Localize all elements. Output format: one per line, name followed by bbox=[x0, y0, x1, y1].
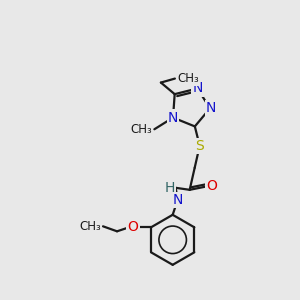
Text: O: O bbox=[206, 179, 217, 193]
Text: O: O bbox=[128, 220, 139, 234]
Text: N: N bbox=[168, 111, 178, 124]
Text: S: S bbox=[195, 139, 204, 153]
Text: N: N bbox=[206, 101, 216, 116]
Text: CH₃: CH₃ bbox=[177, 72, 199, 85]
Text: H: H bbox=[164, 181, 175, 195]
Text: N: N bbox=[192, 82, 203, 95]
Text: CH₃: CH₃ bbox=[130, 123, 152, 136]
Text: N: N bbox=[172, 193, 183, 207]
Text: CH₃: CH₃ bbox=[79, 220, 101, 233]
